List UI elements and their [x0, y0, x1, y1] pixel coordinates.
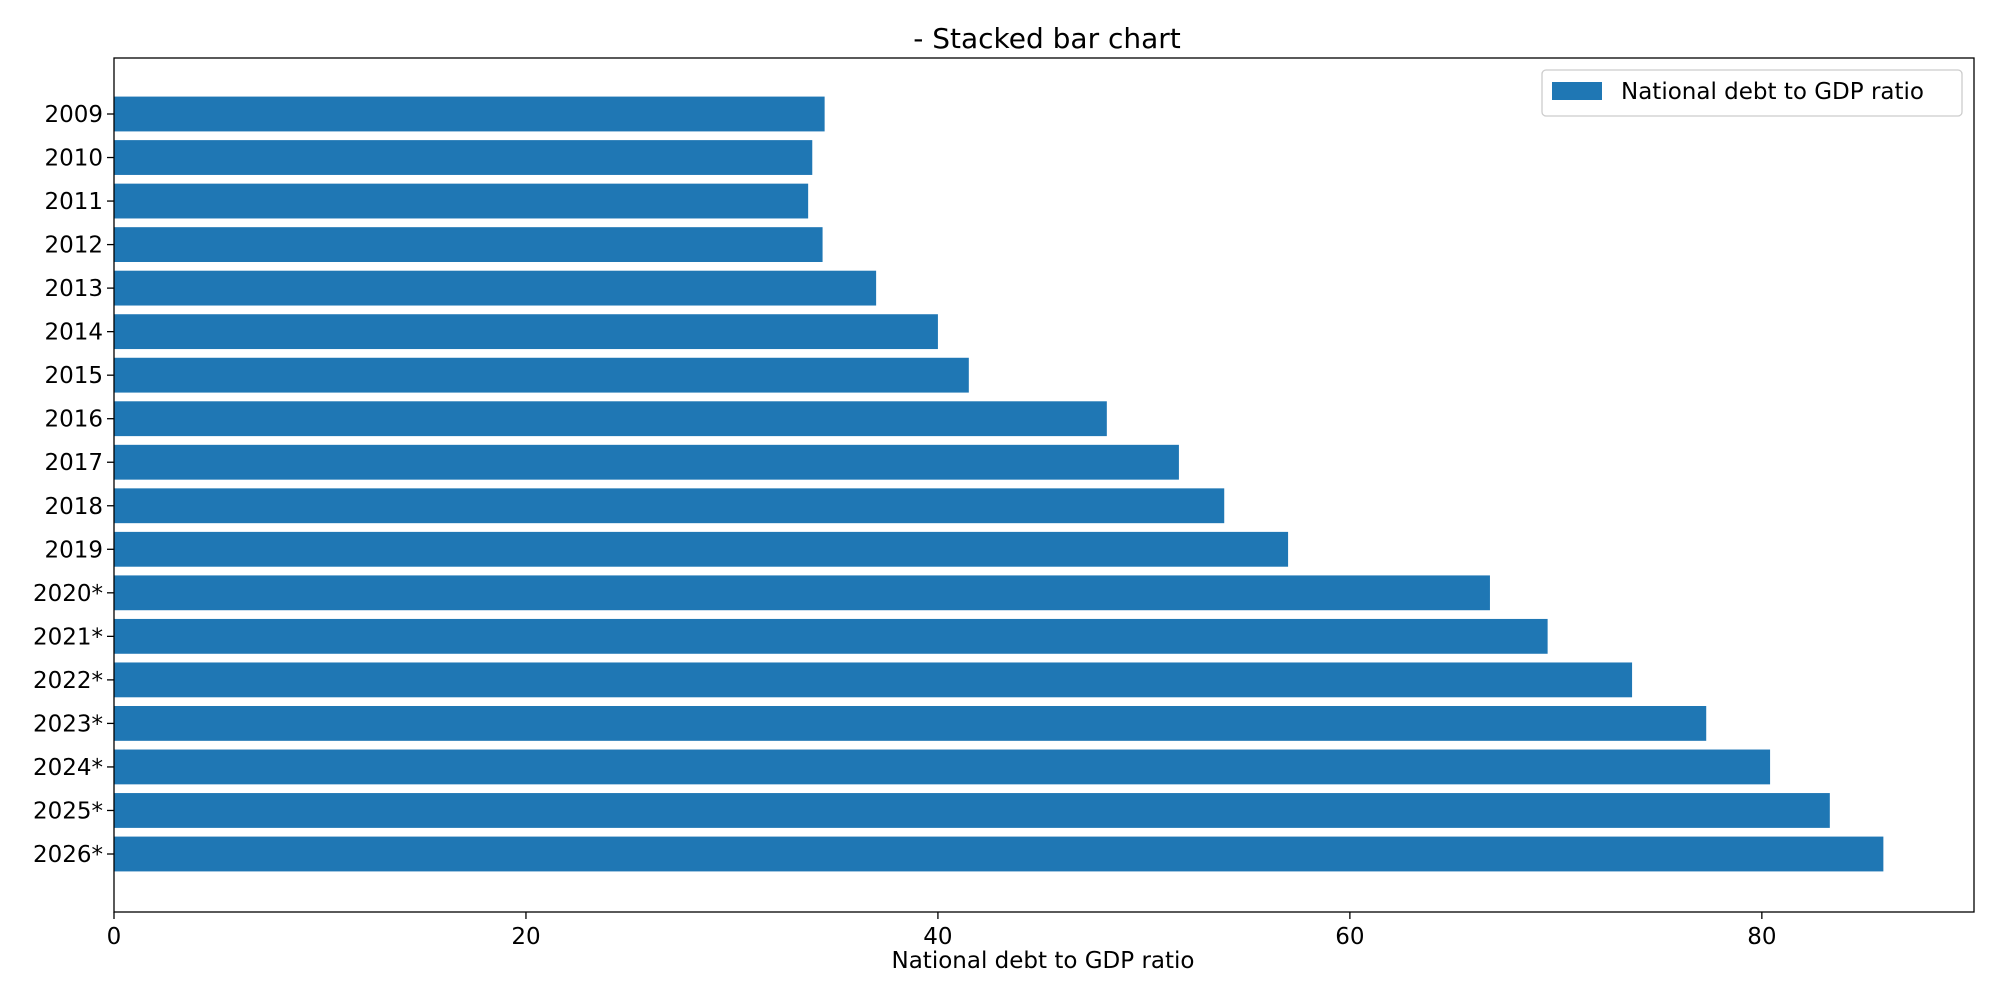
y-tick-label: 2016: [44, 407, 103, 433]
y-tick-label: 2017: [44, 450, 103, 476]
bar-2017: [114, 444, 1179, 480]
legend-label: National debt to GDP ratio: [1621, 79, 1924, 105]
y-tick-label: 2021*: [33, 624, 103, 650]
plot-frame: [113, 57, 1975, 913]
legend: National debt to GDP ratio: [1541, 69, 1963, 117]
bar-2023-proj: [114, 706, 1707, 741]
bar-2018: [114, 488, 1225, 524]
bar-2012: [114, 227, 823, 262]
y-tick-label: 2026*: [33, 842, 103, 868]
bars-layer: [114, 96, 1884, 872]
y-tick-label: 2025*: [33, 798, 103, 824]
bar-2015: [114, 357, 969, 393]
x-ticks-layer: 0 20 40 60 80: [107, 912, 1776, 950]
y-tick-label: 2018: [44, 494, 103, 520]
y-tick-label: 2009: [44, 102, 103, 128]
x-axis-label: National debt to GDP ratio: [892, 948, 1195, 974]
y-ticks-layer: 2009 2010 2011 2012 2013 2014 2015 2016 2017 2018…: [33, 102, 114, 868]
y-tick-label: 2014: [44, 320, 103, 346]
y-tick-label: 2020*: [33, 581, 103, 607]
x-tick-label: 0: [107, 924, 122, 950]
bar-2009: [114, 96, 825, 132]
x-tick-label: 60: [1335, 924, 1364, 950]
y-tick-label: 2019: [44, 537, 103, 563]
y-tick-label: 2024*: [33, 755, 103, 781]
bar-2011: [114, 183, 809, 219]
bar-2025-proj: [114, 793, 1830, 828]
y-tick-label: 2010: [44, 146, 103, 172]
y-tick-label: 2012: [44, 233, 103, 259]
bar-2024-proj: [114, 749, 1771, 785]
legend-swatch: [1552, 82, 1602, 100]
x-tick-label: 40: [923, 924, 952, 950]
bar-2026-proj: [114, 836, 1884, 872]
bar-2021-proj: [114, 618, 1548, 654]
bar-2020-proj: [114, 575, 1490, 611]
y-tick-label: 2011: [44, 189, 103, 215]
y-tick-label: 2023*: [33, 711, 103, 737]
bar-2016: [114, 401, 1107, 437]
y-tick-label: 2022*: [33, 668, 103, 694]
y-tick-label: 2013: [44, 276, 103, 302]
legend-frame: [1541, 69, 1963, 117]
bar-2022-proj: [114, 662, 1633, 698]
x-tick-label: 80: [1747, 924, 1776, 950]
bar-2010: [114, 140, 813, 175]
bar-2014: [114, 314, 938, 350]
chart-title: - Stacked bar chart: [913, 22, 1181, 55]
bar-2013: [114, 270, 877, 306]
bar-2019: [114, 531, 1289, 567]
x-tick-label: 20: [511, 924, 540, 950]
y-tick-label: 2015: [44, 363, 103, 389]
